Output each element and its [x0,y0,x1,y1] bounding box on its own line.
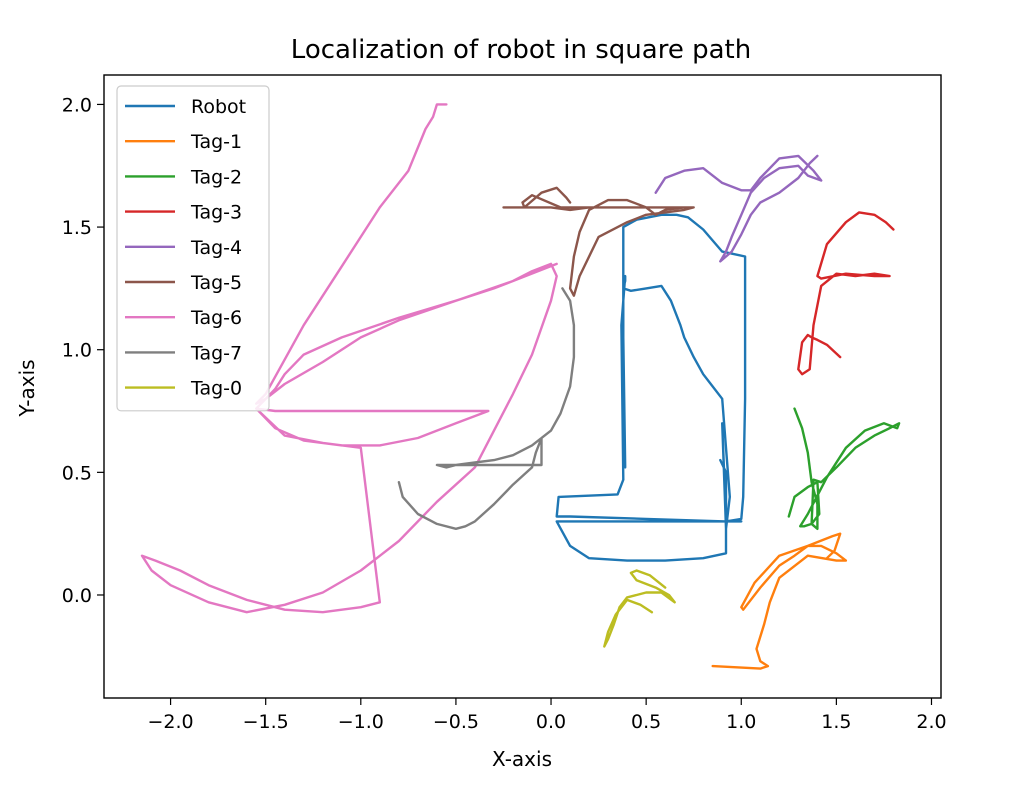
legend-label-robot: Robot [191,96,246,118]
x-tick-label: 1.5 [821,711,851,733]
y-axis: 0.0 0.5 1.0 1.5 2.0 [62,94,104,607]
x-tick-label: −1.0 [338,711,384,733]
series-line-tag-1 [711,532,848,670]
x-tick-label: 0.0 [536,711,566,733]
series-line-tag-6 [140,103,558,614]
series-line-tag-3 [797,211,895,376]
x-axis: −2.0 −1.5 −1.0 −0.5 0.0 0.5 1.0 1.5 2.0 [148,698,947,733]
series-line-tag-5 [502,186,695,297]
series-layer [140,103,901,670]
legend-label-tag-3: Tag-3 [190,202,242,224]
legend-label-tag-7: Tag-7 [190,342,242,364]
x-axis-label: X-axis [492,747,552,771]
legend-label-tag-6: Tag-6 [190,307,242,329]
x-tick-label: −2.0 [148,711,194,733]
y-tick-label: 1.0 [62,340,92,362]
y-tick-label: 0.0 [62,585,92,607]
legend-label-tag-0: Tag-0 [190,378,242,400]
series-line-tag-0 [603,569,676,648]
chart-title: Localization of robot in square path [291,35,751,65]
y-tick-label: 2.0 [62,94,92,116]
series-line-tag-2 [787,407,901,530]
x-tick-label: −0.5 [433,711,479,733]
legend-label-tag-1: Tag-1 [190,131,242,153]
legend: Robot Tag-1 Tag-2 Tag-3 Tag-4 Tag-5 Tag-6 Tag-7… [116,85,270,412]
plot-area [103,74,942,699]
x-tick-label: 0.5 [631,711,661,733]
series-line-tag-4 [654,154,823,263]
y-tick-label: 1.5 [62,217,92,239]
legend-label-tag-2: Tag-2 [190,166,242,188]
x-tick-label: 2.0 [916,711,946,733]
legend-label-tag-5: Tag-5 [190,272,242,294]
y-tick-label: 0.5 [62,462,92,484]
legend-box [116,85,270,412]
x-tick-label: −1.5 [243,711,289,733]
plot-frame [103,74,942,699]
series-line-tag-7 [397,287,576,530]
y-axis-label: Y-axis [15,359,39,417]
legend-label-tag-4: Tag-4 [190,237,242,259]
x-tick-label: 1.0 [726,711,756,733]
